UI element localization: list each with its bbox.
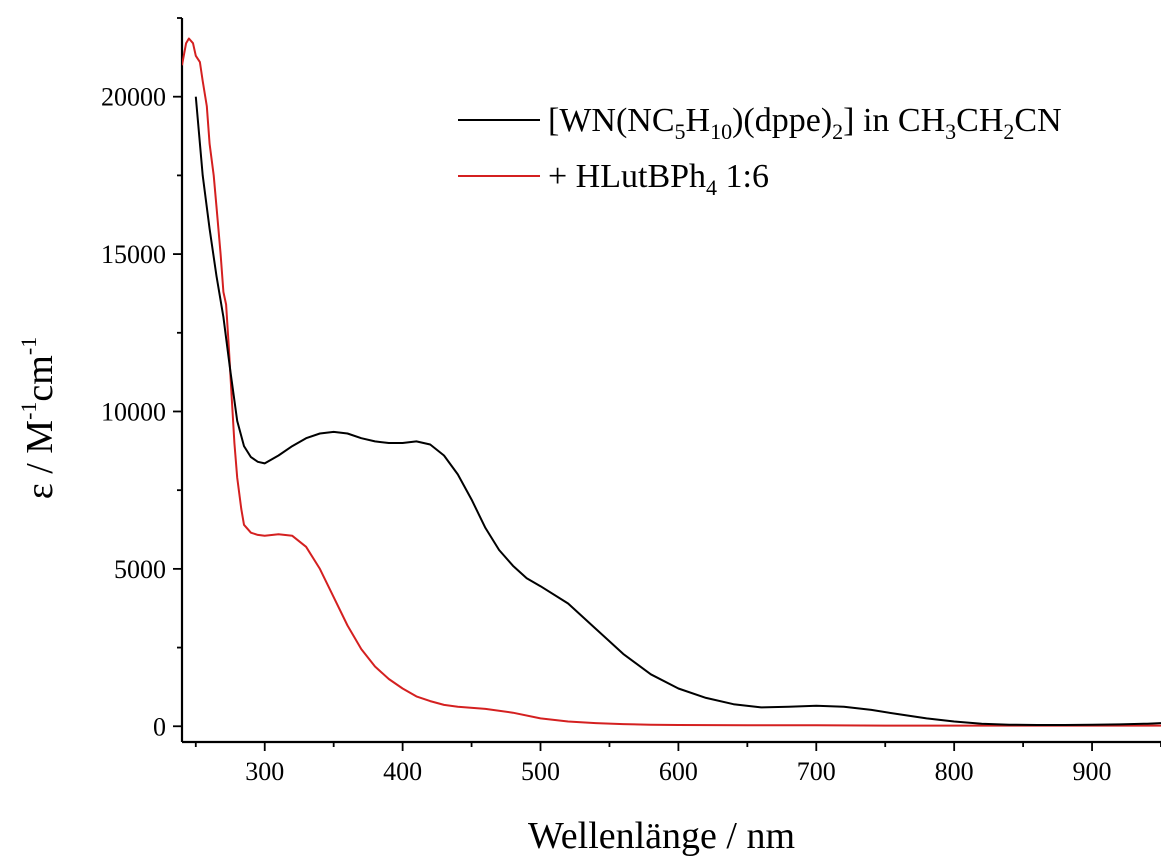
text-part: 10 (710, 119, 732, 144)
x-tick-label: 700 (797, 757, 836, 786)
y-tick-label: 15000 (101, 240, 166, 269)
axis-titles: Wellenlänge / nmε / M-1cm-1 (16, 337, 795, 857)
text-part: ε / M (19, 420, 61, 499)
axes: 300 400 500 600 700 800 900 0 5000 10000 15000 2000… (101, 17, 1161, 786)
y-tick-label: 10000 (101, 397, 166, 426)
series-line-protonated (182, 37, 1161, 727)
text-part: CH (956, 102, 1003, 139)
text-part: 2 (1003, 119, 1014, 144)
text-part: cm (19, 355, 61, 401)
legend: [WN(NC5H10)(dppe)2] in CH3CH2CN+ HLutBPh… (458, 102, 1062, 200)
x-tick-label: 300 (245, 757, 284, 786)
series-line-complex (194, 96, 1161, 726)
y-tick-label: 0 (153, 712, 166, 741)
y-tick-label: 5000 (114, 555, 166, 584)
text-part: )(dppe) (732, 102, 832, 139)
text-part: 5 (675, 119, 686, 144)
x-axis-title: Wellenlänge / nm (528, 815, 795, 857)
text-part: 1:6 (717, 158, 769, 195)
legend-label-protonated: + HLutBPh4 1:6 (548, 158, 769, 200)
text-part: -1 (16, 337, 41, 355)
text-part: CN (1014, 102, 1061, 139)
x-tick-label: 600 (659, 757, 698, 786)
x-tick-label: 400 (383, 757, 422, 786)
legend-label-complex: [WN(NC5H10)(dppe)2] in CH3CH2CN (548, 102, 1062, 144)
text-part: 4 (706, 175, 717, 200)
y-axis-title: ε / M-1cm-1 (16, 337, 61, 499)
text-part: 3 (945, 119, 956, 144)
x-tick-label: 900 (1073, 757, 1112, 786)
text-part: + HLutBPh (548, 158, 706, 195)
x-tick-label: 500 (521, 757, 560, 786)
text-part: -1 (16, 402, 41, 420)
text-part: 2 (832, 119, 843, 144)
text-part: [WN(NC (548, 102, 675, 139)
y-tick-label: 20000 (101, 83, 166, 112)
text-part: ] in CH (843, 102, 945, 139)
text-part: H (686, 102, 711, 139)
x-tick-label: 800 (935, 757, 974, 786)
curves (182, 37, 1161, 727)
